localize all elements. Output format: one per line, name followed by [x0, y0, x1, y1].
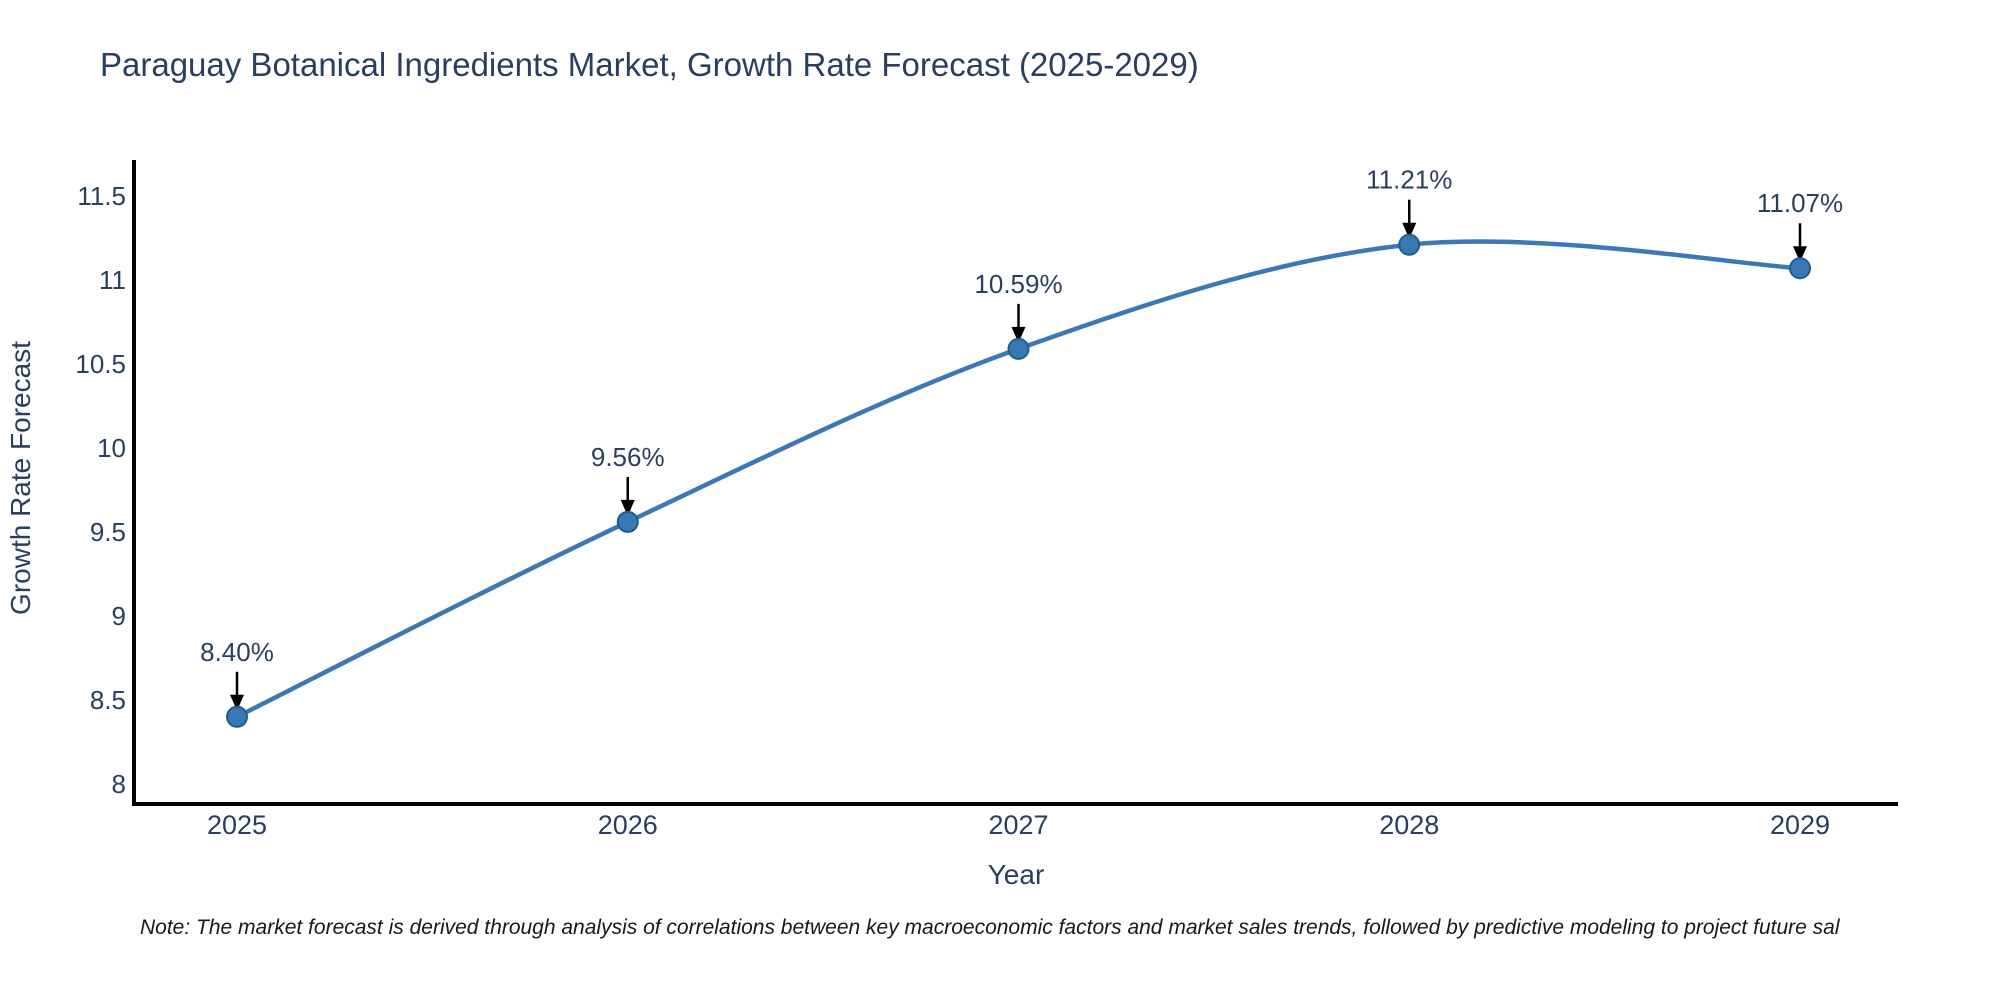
data-point-label: 10.59% [974, 269, 1062, 299]
x-tick-label: 2029 [1770, 810, 1830, 840]
y-tick-label: 11.5 [77, 181, 126, 211]
annotation-arrowhead [230, 694, 244, 711]
y-axis-title: Growth Rate Forecast [5, 341, 36, 615]
y-tick-label: 10.5 [75, 349, 126, 379]
x-tick-label: 2025 [207, 810, 267, 840]
x-tick-label: 2027 [988, 810, 1048, 840]
footnote: Note: The market forecast is derived thr… [140, 916, 1840, 939]
annotation-arrowhead [1793, 246, 1807, 263]
data-point-label: 9.56% [591, 442, 665, 472]
chart-title: Paraguay Botanical Ingredients Market, G… [100, 46, 1199, 83]
data-point-marker[interactable] [616, 510, 639, 533]
x-axis-title: Year [988, 859, 1045, 890]
y-tick-label: 9 [112, 601, 126, 631]
annotation-arrowhead [1011, 326, 1026, 343]
annotation-arrowhead [620, 499, 635, 516]
data-point-marker[interactable] [226, 705, 248, 728]
data-point-marker[interactable] [1398, 233, 1421, 256]
data-point-label: 8.40% [200, 637, 274, 667]
x-tick-label: 2026 [598, 810, 658, 840]
data-point-label: 11.07% [1757, 188, 1843, 218]
y-tick-label: 9.5 [90, 517, 126, 547]
y-tick-label: 11 [99, 265, 126, 295]
x-tick-label: 2028 [1379, 810, 1439, 840]
annotation-arrowhead [1402, 222, 1417, 239]
y-tick-label: 10 [97, 433, 126, 463]
data-point-marker[interactable] [1789, 257, 1811, 280]
y-tick-label: 8.5 [90, 685, 126, 715]
data-point-marker[interactable] [1007, 337, 1030, 360]
y-tick-label: 8 [112, 769, 126, 799]
data-point-label: 11.21% [1366, 165, 1452, 195]
